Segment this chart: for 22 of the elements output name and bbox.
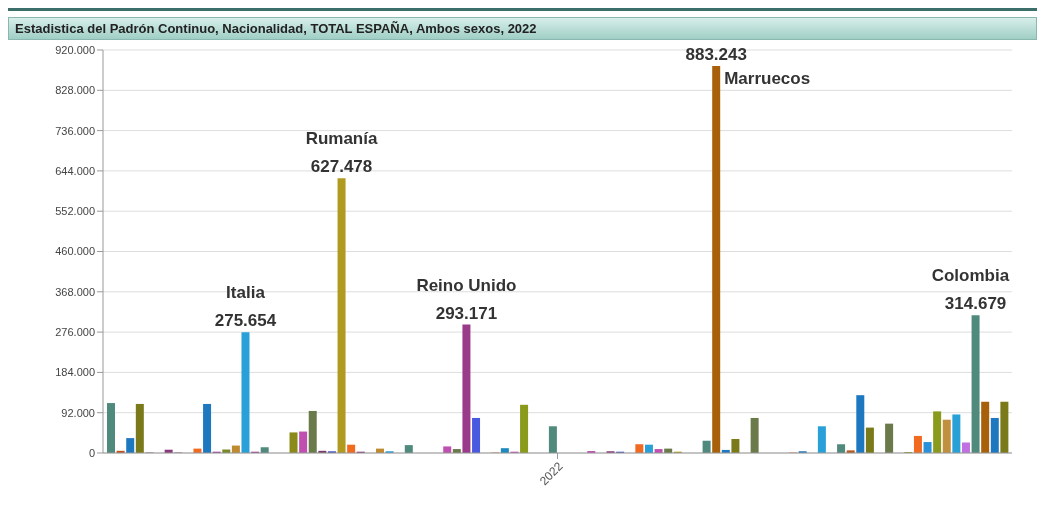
y-tick-label: 276.000 (55, 326, 95, 339)
y-tick-label: 0 (88, 446, 95, 459)
text: Colombia (931, 266, 1010, 286)
y-tick-label: 644.000 (55, 164, 95, 177)
data-label: 293.171 (435, 303, 498, 323)
y-tick-label: 828.000 (55, 84, 95, 97)
series-label: Marruecos (724, 69, 811, 89)
y-tick-label: 92.000 (61, 406, 95, 419)
y-tick-label: 736.000 (55, 124, 95, 137)
y-tick-label: 460.000 (55, 245, 95, 258)
text: Rumanía (305, 129, 378, 149)
data-label: 275.654 (214, 311, 277, 331)
y-tick-label: 920.000 (55, 43, 95, 56)
chart-title: Estadistica del Padrón Continuo, Nacionalidad, TOTAL ESPAÑA, Ambos sexos, 2022 (8, 17, 1037, 40)
series-label: Italia (226, 283, 266, 303)
data-label: 627.478 (310, 157, 373, 177)
y-tick-label: 368.000 (55, 285, 95, 298)
y-tick-label: 552.000 (55, 205, 95, 218)
y-tick-label: 184.000 (55, 366, 95, 379)
data-label: 883.243 (685, 45, 747, 65)
text: Reino Unido (416, 275, 517, 295)
data-label: 314.679 (944, 294, 1007, 314)
